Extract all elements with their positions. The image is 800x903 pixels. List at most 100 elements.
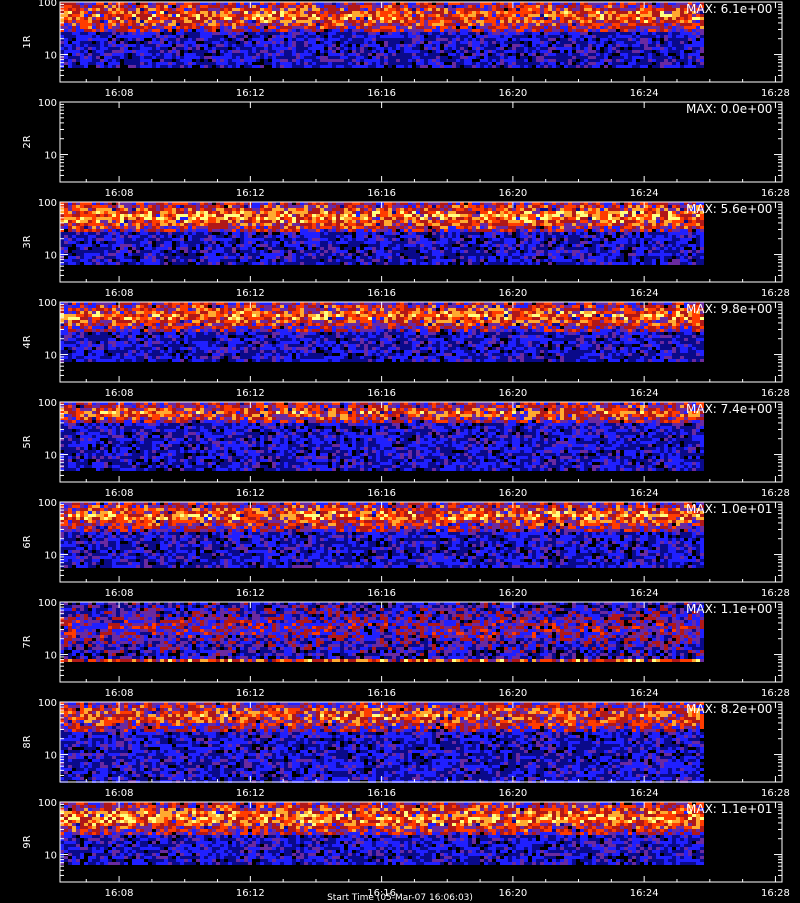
heat-cell <box>480 23 484 26</box>
heat-cell <box>164 208 168 211</box>
heat-cell <box>540 35 544 38</box>
heat-cell <box>212 217 216 220</box>
heat-cell <box>352 53 356 56</box>
heat-cell <box>172 65 176 68</box>
heat-cell <box>604 29 608 32</box>
heat-cell <box>396 17 400 20</box>
heat-cell <box>660 65 664 68</box>
heat-cell <box>284 205 288 208</box>
heat-cell <box>552 44 556 47</box>
heat-cell <box>80 38 84 41</box>
heat-cell <box>196 232 200 235</box>
heat-cell <box>560 47 564 50</box>
heat-cell <box>404 53 408 56</box>
heat-cell <box>280 41 284 44</box>
heat-cell <box>604 23 608 26</box>
heat-cell <box>520 35 524 38</box>
heat-cell <box>288 205 292 208</box>
heat-cell <box>408 41 412 44</box>
heat-cell <box>340 62 344 65</box>
heat-cell <box>316 8 320 11</box>
heat-cell <box>164 14 168 17</box>
heat-cell <box>228 14 232 17</box>
heat-cell <box>528 23 532 26</box>
heat-cell <box>304 62 308 65</box>
heat-cell <box>672 50 676 53</box>
heat-cell <box>144 5 148 8</box>
heat-cell <box>508 44 512 47</box>
heat-cell <box>412 62 416 65</box>
heat-cell <box>652 41 656 44</box>
heat-cell <box>204 235 208 238</box>
heat-cells <box>60 202 704 265</box>
heat-cell <box>672 35 676 38</box>
heat-cell <box>448 8 452 11</box>
heat-cell <box>140 262 144 265</box>
heat-cell <box>192 50 196 53</box>
heat-cell <box>684 65 688 68</box>
heat-cell <box>232 238 236 241</box>
heat-cell <box>220 259 224 262</box>
heat-cell <box>484 50 488 53</box>
heat-cell <box>272 14 276 17</box>
heat-cell <box>628 62 632 65</box>
heat-cell <box>128 250 132 253</box>
heat-cell <box>172 247 176 250</box>
heat-cell <box>320 59 324 62</box>
heat-cell <box>316 11 320 14</box>
heat-cell <box>248 20 252 23</box>
heat-cell <box>112 256 116 259</box>
heat-cell <box>112 217 116 220</box>
heat-cell <box>496 5 500 8</box>
heat-cell <box>184 217 188 220</box>
heat-cell <box>492 56 496 59</box>
heat-cell <box>432 26 436 29</box>
heat-cell <box>252 226 256 229</box>
heat-cell <box>356 65 360 68</box>
heat-cell <box>388 59 392 62</box>
heat-cell <box>356 26 360 29</box>
heat-cell <box>696 26 700 29</box>
heat-cell <box>104 259 108 262</box>
heat-cell <box>316 65 320 68</box>
heat-cell <box>532 35 536 38</box>
heat-cell <box>112 32 116 35</box>
heat-cell <box>620 53 624 56</box>
heat-cell <box>632 32 636 35</box>
heat-cell <box>156 23 160 26</box>
heat-cell <box>476 53 480 56</box>
heat-cell <box>188 32 192 35</box>
heat-cell <box>80 62 84 65</box>
heat-cell <box>224 253 228 256</box>
heat-cell <box>196 47 200 50</box>
heat-cell <box>392 23 396 26</box>
heat-cell <box>268 23 272 26</box>
heat-cell <box>240 29 244 32</box>
heat-cell <box>196 8 200 11</box>
heat-cell <box>248 14 252 17</box>
heat-cell <box>240 56 244 59</box>
heat-cell <box>252 262 256 265</box>
heat-cell <box>492 35 496 38</box>
heat-cell <box>168 65 172 68</box>
heat-cell <box>260 26 264 29</box>
heat-cell <box>96 26 100 29</box>
heat-cell <box>68 35 72 38</box>
heat-cell <box>284 8 288 11</box>
heat-cell <box>248 47 252 50</box>
heat-cell <box>124 217 128 220</box>
heat-cell <box>236 244 240 247</box>
heat-cell <box>460 29 464 32</box>
heat-cell <box>608 20 612 23</box>
heat-cell <box>676 44 680 47</box>
heat-cell <box>164 20 168 23</box>
heat-cell <box>440 11 444 14</box>
heat-cell <box>124 38 128 41</box>
heat-cell <box>140 20 144 23</box>
heat-cell <box>252 14 256 17</box>
heat-cell <box>164 38 168 41</box>
heat-cell <box>96 50 100 53</box>
heat-cell <box>284 247 288 250</box>
heat-cell <box>320 56 324 59</box>
heat-cell <box>156 256 160 259</box>
